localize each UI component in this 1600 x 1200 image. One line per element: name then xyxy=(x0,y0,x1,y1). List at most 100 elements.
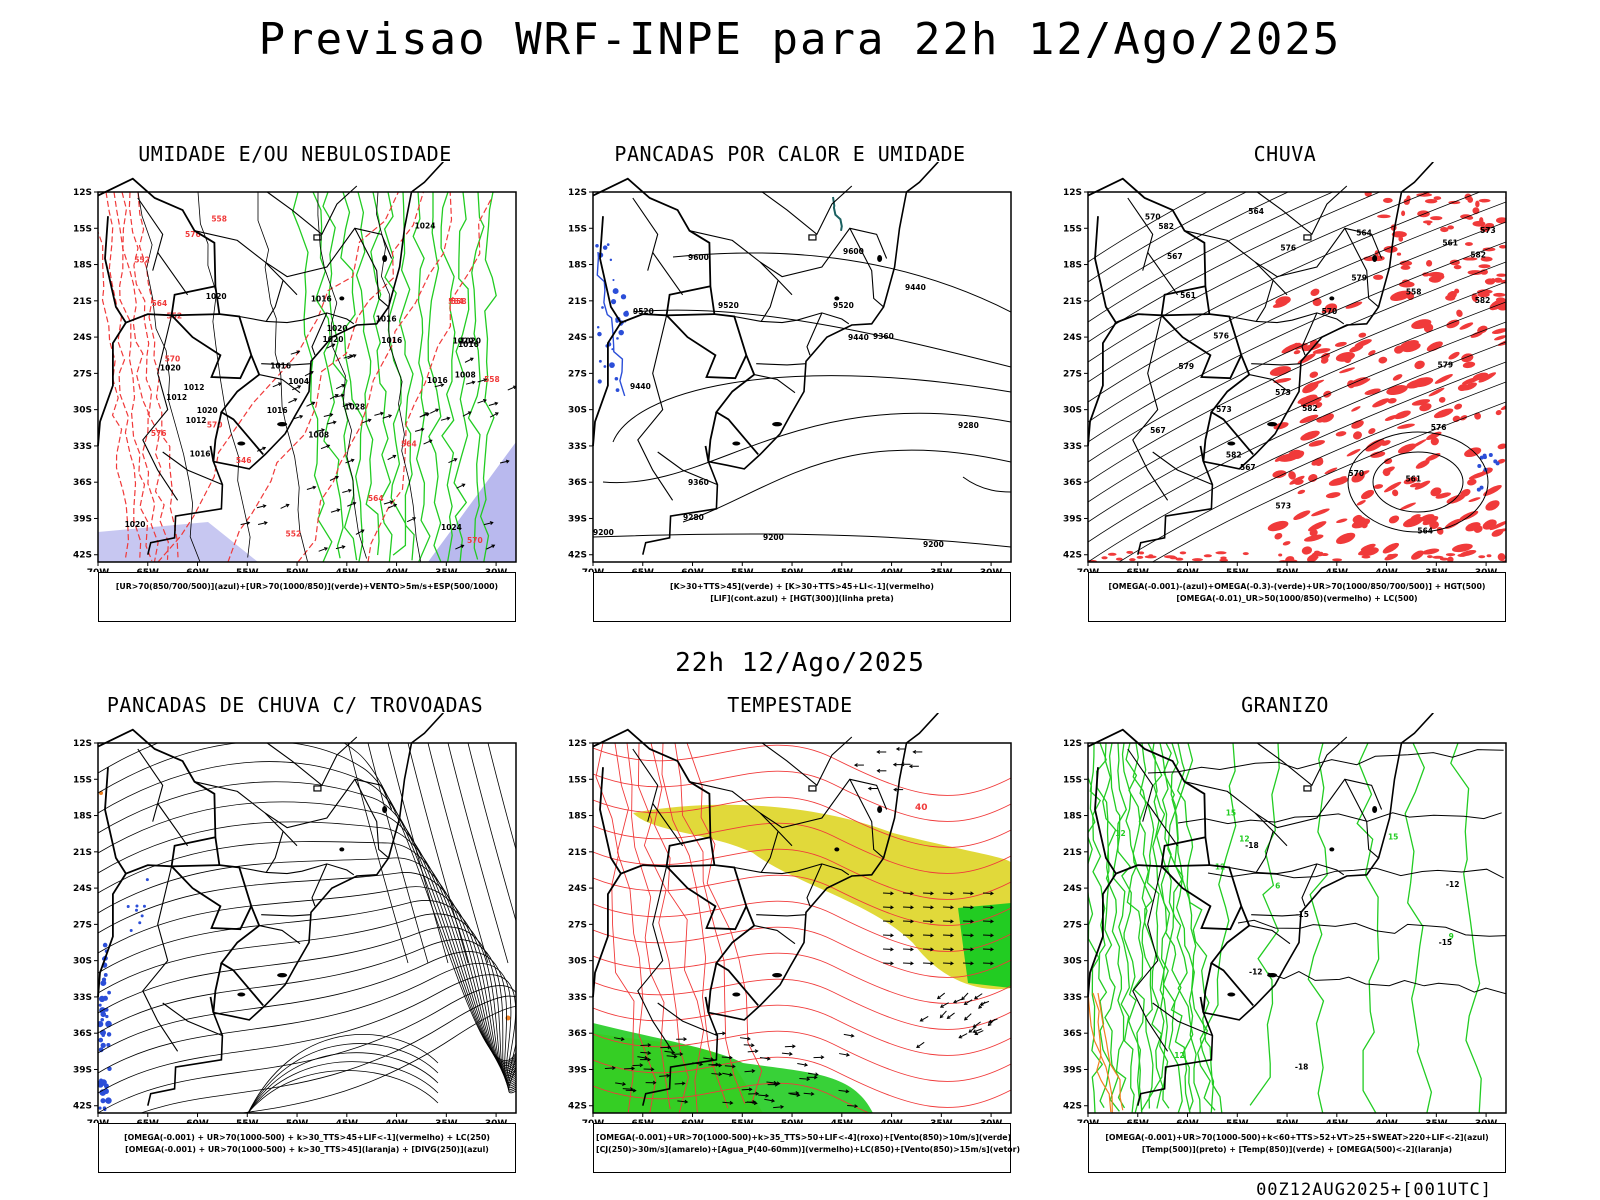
lat-tick-label: 30S xyxy=(1063,406,1082,416)
wind-vector-head xyxy=(453,458,458,462)
state-border xyxy=(1249,925,1291,945)
panel-title: CHUVA xyxy=(1253,142,1317,166)
rain-red-patch xyxy=(1482,519,1497,530)
lat-tick-label: 30S xyxy=(568,406,587,416)
temp850-label: 12 xyxy=(1115,829,1125,838)
rain-red-patch xyxy=(1459,510,1479,521)
legend-box: [UR>70(850/700/500)](azul)+[UR>70(1000/8… xyxy=(98,572,516,622)
temp850-contour xyxy=(1140,743,1194,1112)
wind-vector-head xyxy=(930,891,934,896)
state-border xyxy=(239,312,355,325)
rain-red-patch xyxy=(1361,555,1371,559)
rain-red-patch xyxy=(1433,196,1442,200)
divergence-blue xyxy=(103,973,108,977)
lon-tick-label: 65W xyxy=(137,568,160,572)
state-border xyxy=(261,914,312,917)
coastline xyxy=(147,191,413,555)
wind-vector-head xyxy=(652,1080,657,1085)
rain-red-patch xyxy=(1387,397,1397,404)
lat-tick-label: 36S xyxy=(73,478,92,488)
rain-red-patch xyxy=(1462,377,1480,385)
lif-blue-contour xyxy=(597,379,602,384)
rain-red-patch xyxy=(1452,543,1473,553)
wind-vector xyxy=(807,1072,819,1076)
rain-red-patch xyxy=(1384,414,1399,421)
wind-vector-head xyxy=(765,1093,770,1098)
wind-vector xyxy=(256,447,266,452)
rain-red-patch xyxy=(1203,554,1212,558)
wind-vector-head xyxy=(970,919,974,924)
temp500-contour xyxy=(1207,867,1504,879)
hgt-label: 9200 xyxy=(763,533,784,542)
lat-tick-label: 39S xyxy=(568,1065,587,1075)
state-border xyxy=(265,831,284,873)
temp850-label: 6 xyxy=(1275,882,1280,891)
lon-tick-label: 30W xyxy=(485,568,508,572)
lat-tick-label: 18S xyxy=(73,261,92,271)
divergence-blue xyxy=(99,1029,106,1036)
rain-red-patch xyxy=(1424,198,1438,204)
temp500-contour xyxy=(1267,970,1506,995)
state-border xyxy=(1251,363,1302,366)
wind-vector xyxy=(347,502,356,507)
lat-tick-label: 21S xyxy=(73,848,92,858)
temp850-contour xyxy=(1096,743,1120,1112)
thickness-label: 564 xyxy=(401,439,417,448)
hgt-label: 570 xyxy=(1348,469,1364,478)
rain-red-patch xyxy=(1406,291,1415,301)
thickness-label: 552 xyxy=(134,256,150,265)
lon-tick-label: 45W xyxy=(1326,568,1349,572)
rain-red-patch xyxy=(1220,556,1227,560)
rain-red-patch xyxy=(1242,552,1249,556)
wind-vector xyxy=(326,343,335,349)
wind-vector-head xyxy=(979,1001,984,1006)
lat-tick-label: 12S xyxy=(568,188,587,198)
state-border xyxy=(142,315,179,501)
rain-red-patch xyxy=(1439,557,1449,561)
rain-red-patch xyxy=(1407,439,1427,451)
map-frame xyxy=(1087,742,1507,1114)
hgt-label: 9440 xyxy=(630,382,651,391)
divergence-blue xyxy=(98,1021,104,1028)
country-border xyxy=(1087,177,1254,455)
wind-vector-head xyxy=(930,961,934,966)
omega-blue xyxy=(1479,485,1484,490)
country-border xyxy=(1199,445,1205,462)
wind-vector xyxy=(318,547,328,552)
lif-blue-contour xyxy=(597,331,602,337)
lat-tick-label: 27S xyxy=(1063,369,1082,379)
state-border xyxy=(162,451,223,486)
green-contour xyxy=(467,192,485,560)
wind-vector xyxy=(342,489,352,493)
wind-vector xyxy=(920,1016,929,1022)
wind-vector-head xyxy=(813,1075,818,1080)
rain-red-patch xyxy=(1332,558,1343,562)
lon-tick-label: 55W xyxy=(731,1119,754,1123)
rain-red-patch xyxy=(1485,500,1500,511)
wind-vector xyxy=(988,1018,996,1026)
pressure-label: 1012 xyxy=(166,393,187,402)
temp850-contour xyxy=(1170,743,1216,1111)
state-border xyxy=(632,748,659,822)
rain-red-patch xyxy=(1446,319,1460,329)
wind-vector xyxy=(315,429,325,433)
lat-tick-label: 24S xyxy=(568,884,587,894)
state-border xyxy=(266,185,358,236)
wind-vector-head xyxy=(964,1016,968,1021)
wind-vector-head xyxy=(804,1062,809,1067)
lif-blue-contour xyxy=(603,365,607,368)
rain-red-patch xyxy=(1454,403,1463,410)
rain-red-patch xyxy=(1144,555,1157,559)
thickness-label: 564 xyxy=(152,299,168,308)
lon-tick-label: 65W xyxy=(632,1119,655,1123)
hgt-label: 561 xyxy=(1180,291,1196,300)
divergence-blue xyxy=(105,1020,112,1028)
green-contour xyxy=(479,192,497,562)
state-border xyxy=(756,914,807,917)
rain-red-patch xyxy=(1483,484,1502,496)
state-border xyxy=(311,863,328,907)
rain-red-patch xyxy=(1394,410,1411,420)
green-contour xyxy=(427,192,442,562)
wind-vector-head xyxy=(683,1037,688,1042)
lon-tick-label: 45W xyxy=(1326,1119,1349,1123)
